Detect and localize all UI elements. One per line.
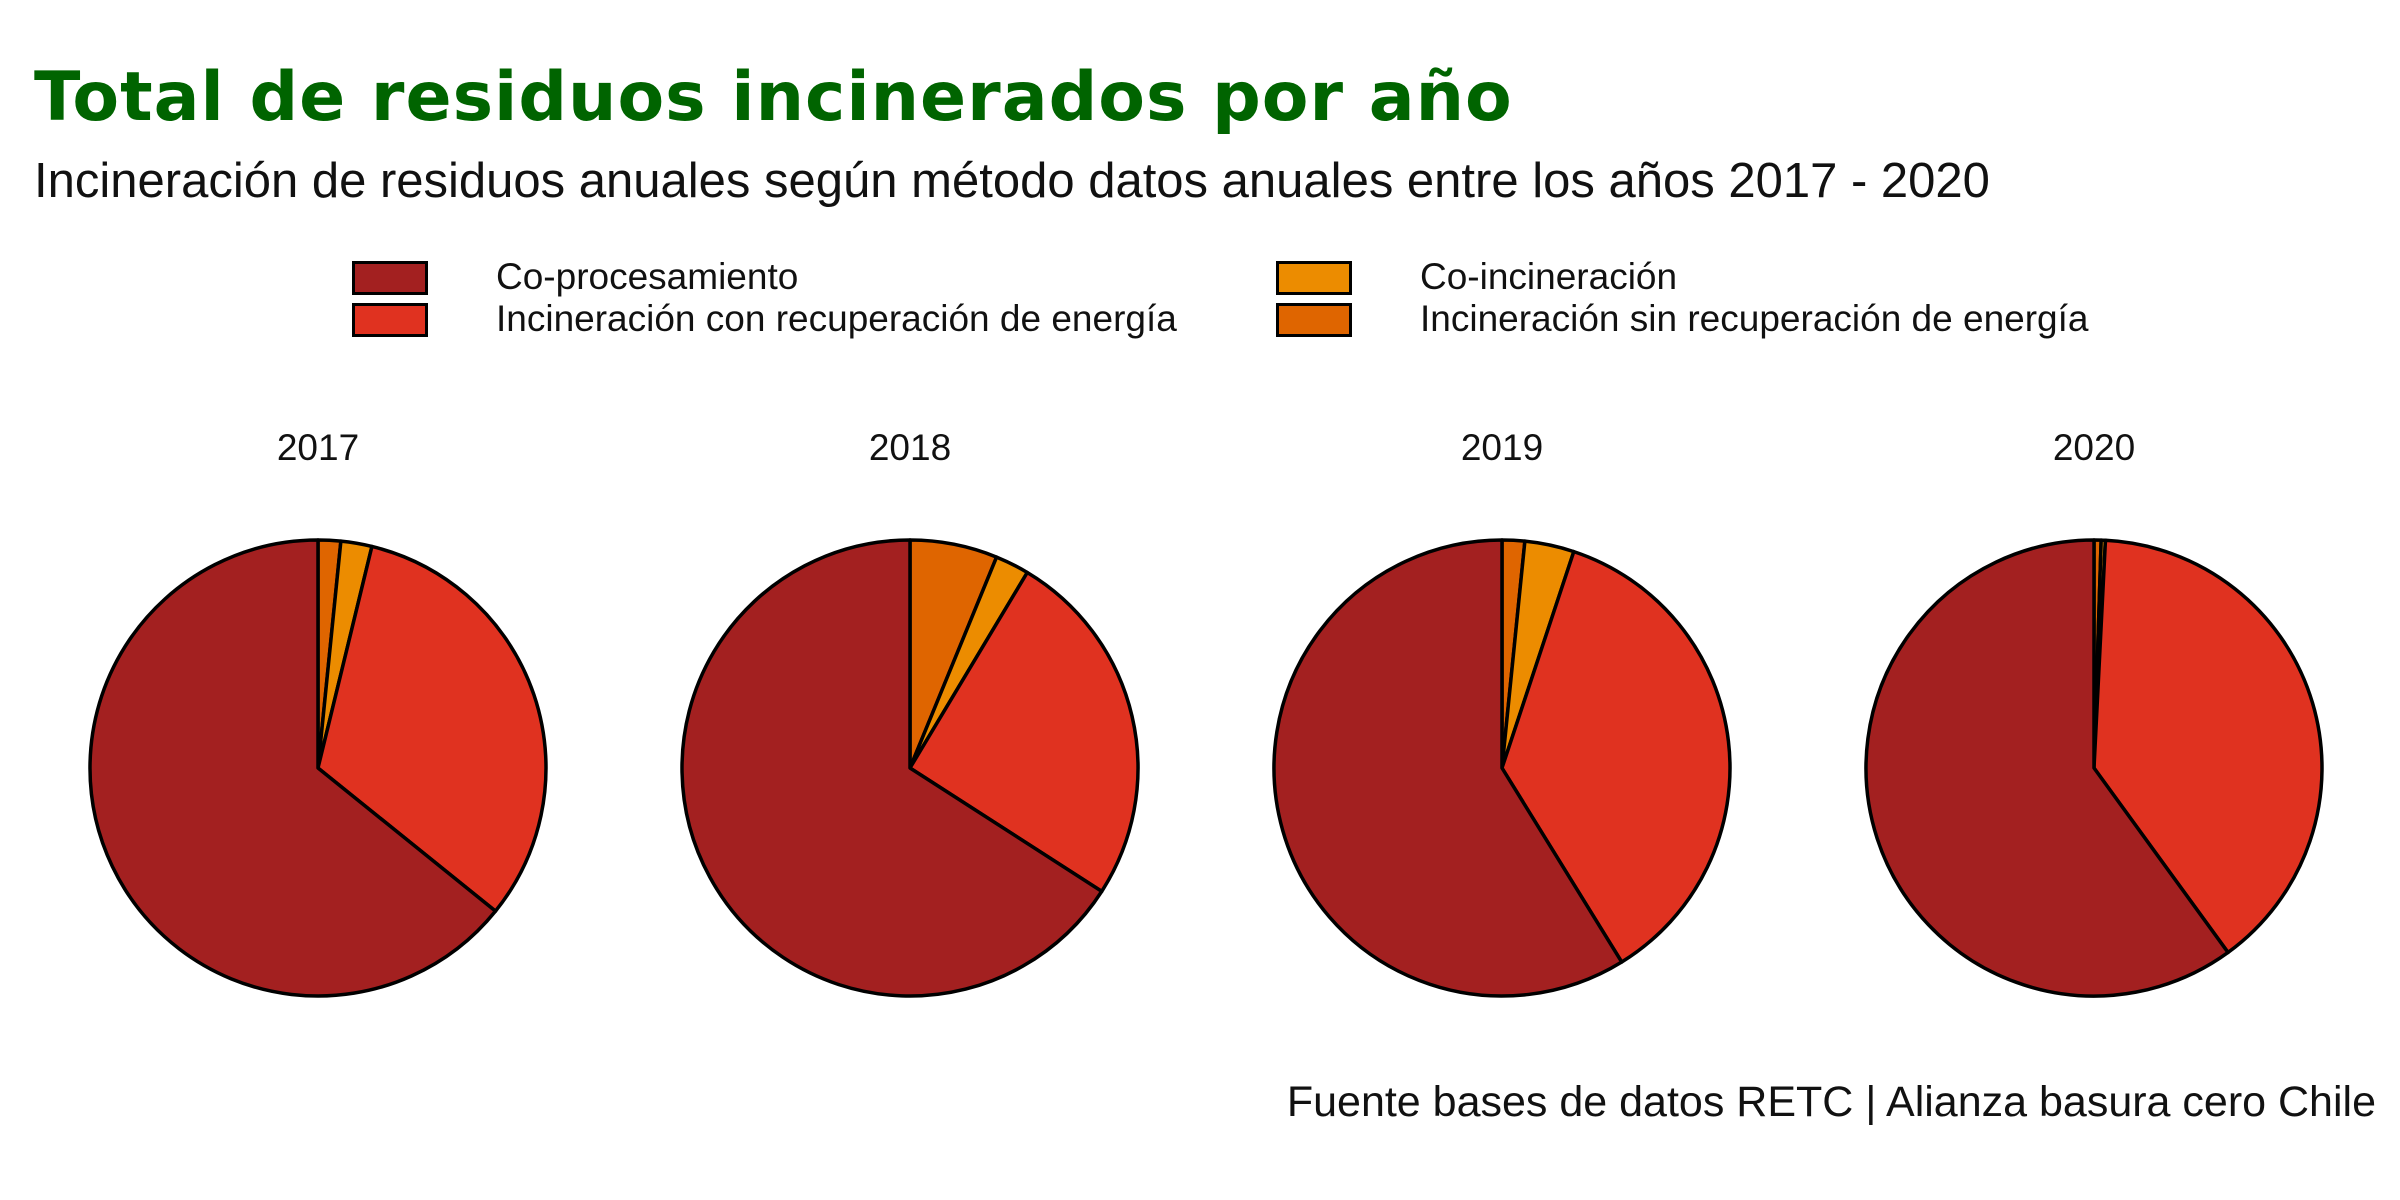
legend-swatch-incineracion-con-recuperacion: [352, 303, 428, 337]
legend-swatch-incineracion-sin-recuperacion: [1276, 303, 1352, 337]
pie-year-label-2019: 2019: [1461, 427, 1543, 468]
pie-2017: 2017: [88, 427, 548, 998]
pie-year-label-2017: 2017: [277, 427, 359, 468]
pie-year-label-2018: 2018: [869, 427, 951, 468]
legend-label-incineracion-con-recuperacion: Incineración con recuperación de energía: [496, 298, 1177, 339]
pie-slice-2018-incineracion-con-recuperacion-de-energia: [908, 570, 1140, 894]
legend-label-co-incineracion: Co-incineración: [1420, 256, 1678, 297]
pie-2020: 2020: [1864, 427, 2324, 998]
pie-slice-2017-incineracion-con-recuperacion-de-energia: [316, 544, 548, 913]
legend-item-incineracion-sin-recuperacion: Incineración sin recuperación de energía: [1276, 298, 2088, 340]
legend: Co-procesamiento Co-incineración Inciner…: [352, 256, 2252, 348]
legend-item-co-incineracion: Co-incineración: [1276, 256, 1677, 298]
pie-slice-2020-co-procesamiento: [1864, 538, 2230, 998]
pie-year-label-2020: 2020: [2053, 427, 2135, 468]
chart-subtitle: Incineración de residuos anuales según m…: [34, 154, 1990, 208]
pie-slice-2018-co-procesamiento: [680, 538, 1104, 998]
pie-2019: 2019: [1272, 427, 1732, 998]
legend-label-incineracion-sin-recuperacion: Incineración sin recuperación de energía: [1420, 298, 2089, 339]
pie-slice-2017-co-procesamiento: [88, 538, 498, 998]
legend-swatch-co-procesamiento: [352, 261, 428, 295]
legend-swatch-co-incineracion: [1276, 261, 1352, 295]
source-caption: Fuente bases de datos RETC | Alianza bas…: [1286, 1078, 2376, 1126]
legend-item-co-procesamiento: Co-procesamiento: [352, 256, 798, 298]
legend-label-co-procesamiento: Co-procesamiento: [496, 256, 799, 297]
chart-title: Total de residuos incinerados por año: [34, 58, 1513, 137]
legend-item-incineracion-con-recuperacion: Incineración con recuperación de energía: [352, 298, 1177, 340]
pie-slice-2020-incineracion-con-recuperacion-de-energia: [2092, 538, 2324, 955]
pie-slice-2019-co-procesamiento: [1272, 538, 1624, 998]
pie-2018: 2018: [680, 427, 1140, 998]
